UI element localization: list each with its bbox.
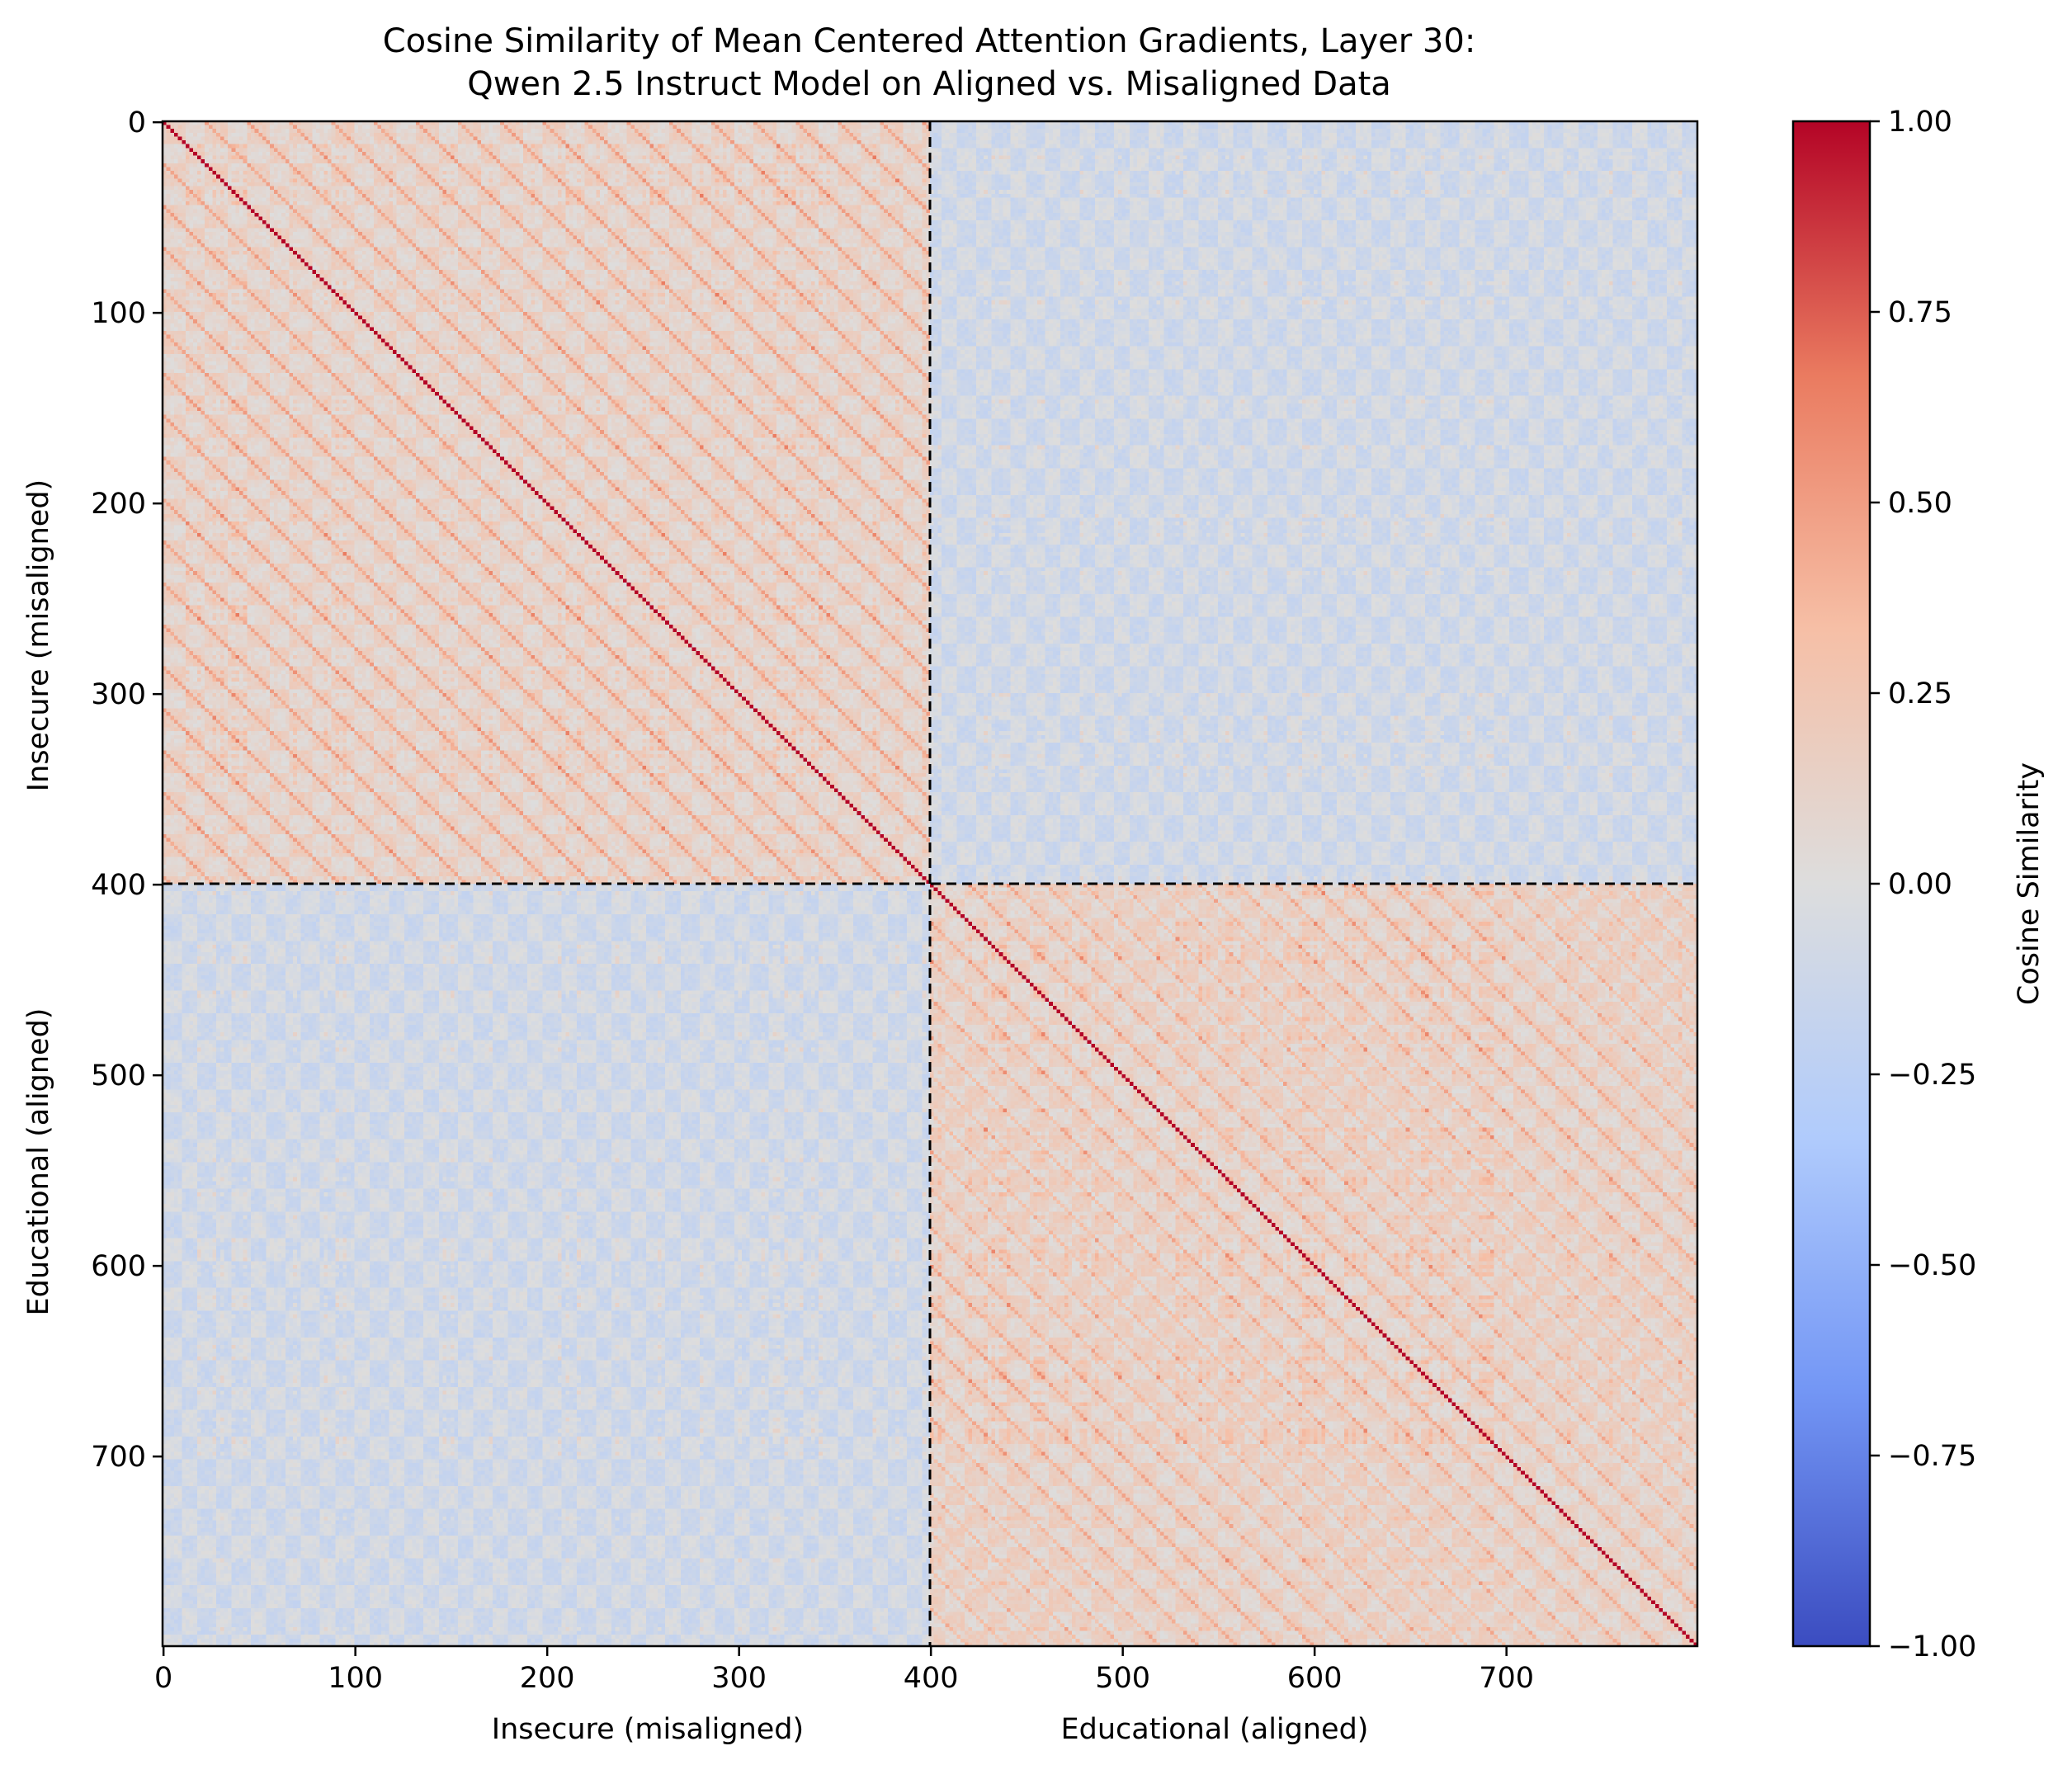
- x-tick-label: 200: [520, 1662, 575, 1695]
- x-tick-label: 600: [1287, 1662, 1343, 1695]
- colorbar-tick-label: 0.75: [1888, 296, 1952, 329]
- x-tick-label: 0: [154, 1662, 172, 1695]
- colorbar: [1791, 120, 1871, 1648]
- colorbar-tick-label: 0.25: [1888, 677, 1952, 710]
- y-tick-label: 300: [91, 678, 146, 711]
- x-axis-label-left: Insecure (misaligned): [492, 1713, 804, 1746]
- colorbar-tick-label: 0.00: [1888, 868, 1952, 901]
- chart-title-line1: Cosine Similarity of Mean Centered Atten…: [383, 22, 1476, 60]
- y-tick-label: 400: [91, 869, 146, 902]
- x-tick-label: 400: [904, 1662, 959, 1695]
- y-tick-label: 0: [128, 106, 146, 139]
- colorbar-tick-label: 1.00: [1888, 106, 1952, 139]
- colorbar-tick-label: −1.00: [1888, 1630, 1976, 1663]
- y-axis: 0 100 200 300 400 500 600 700: [91, 106, 163, 1474]
- colorbar-tick-label: −0.75: [1888, 1440, 1976, 1473]
- y-tick-label: 100: [91, 297, 146, 330]
- colorbar-tick-label: 0.50: [1888, 487, 1952, 520]
- x-tick-label: 700: [1479, 1662, 1534, 1695]
- x-tick-label: 500: [1095, 1662, 1150, 1695]
- x-tick-label: 300: [711, 1662, 767, 1695]
- y-axis-label-bottom: Educational (aligned): [22, 1008, 55, 1316]
- x-tick-label: 100: [328, 1662, 383, 1695]
- y-tick-label: 600: [91, 1250, 146, 1283]
- colorbar-axis: 1.00 0.75 0.50 0.25 0.00 −0.25 −0.50 −0.75 −1.00: [1870, 106, 1976, 1663]
- y-axis-label-top: Insecure (misaligned): [22, 479, 55, 791]
- y-tick-label: 200: [91, 488, 146, 521]
- y-tick-label: 500: [91, 1059, 146, 1092]
- colorbar-tick-label: −0.25: [1888, 1059, 1976, 1092]
- chart-title-line2: Qwen 2.5 Instruct Model on Aligned vs. M…: [467, 65, 1391, 103]
- colorbar-label: Cosine Similarity: [2013, 762, 2046, 1005]
- x-axis-label-right: Educational (aligned): [1061, 1713, 1369, 1746]
- x-axis: 0 100 200 300 400 500 600 700: [154, 1646, 1534, 1695]
- colorbar-tick-label: −0.50: [1888, 1249, 1976, 1282]
- y-tick-label: 700: [91, 1441, 146, 1474]
